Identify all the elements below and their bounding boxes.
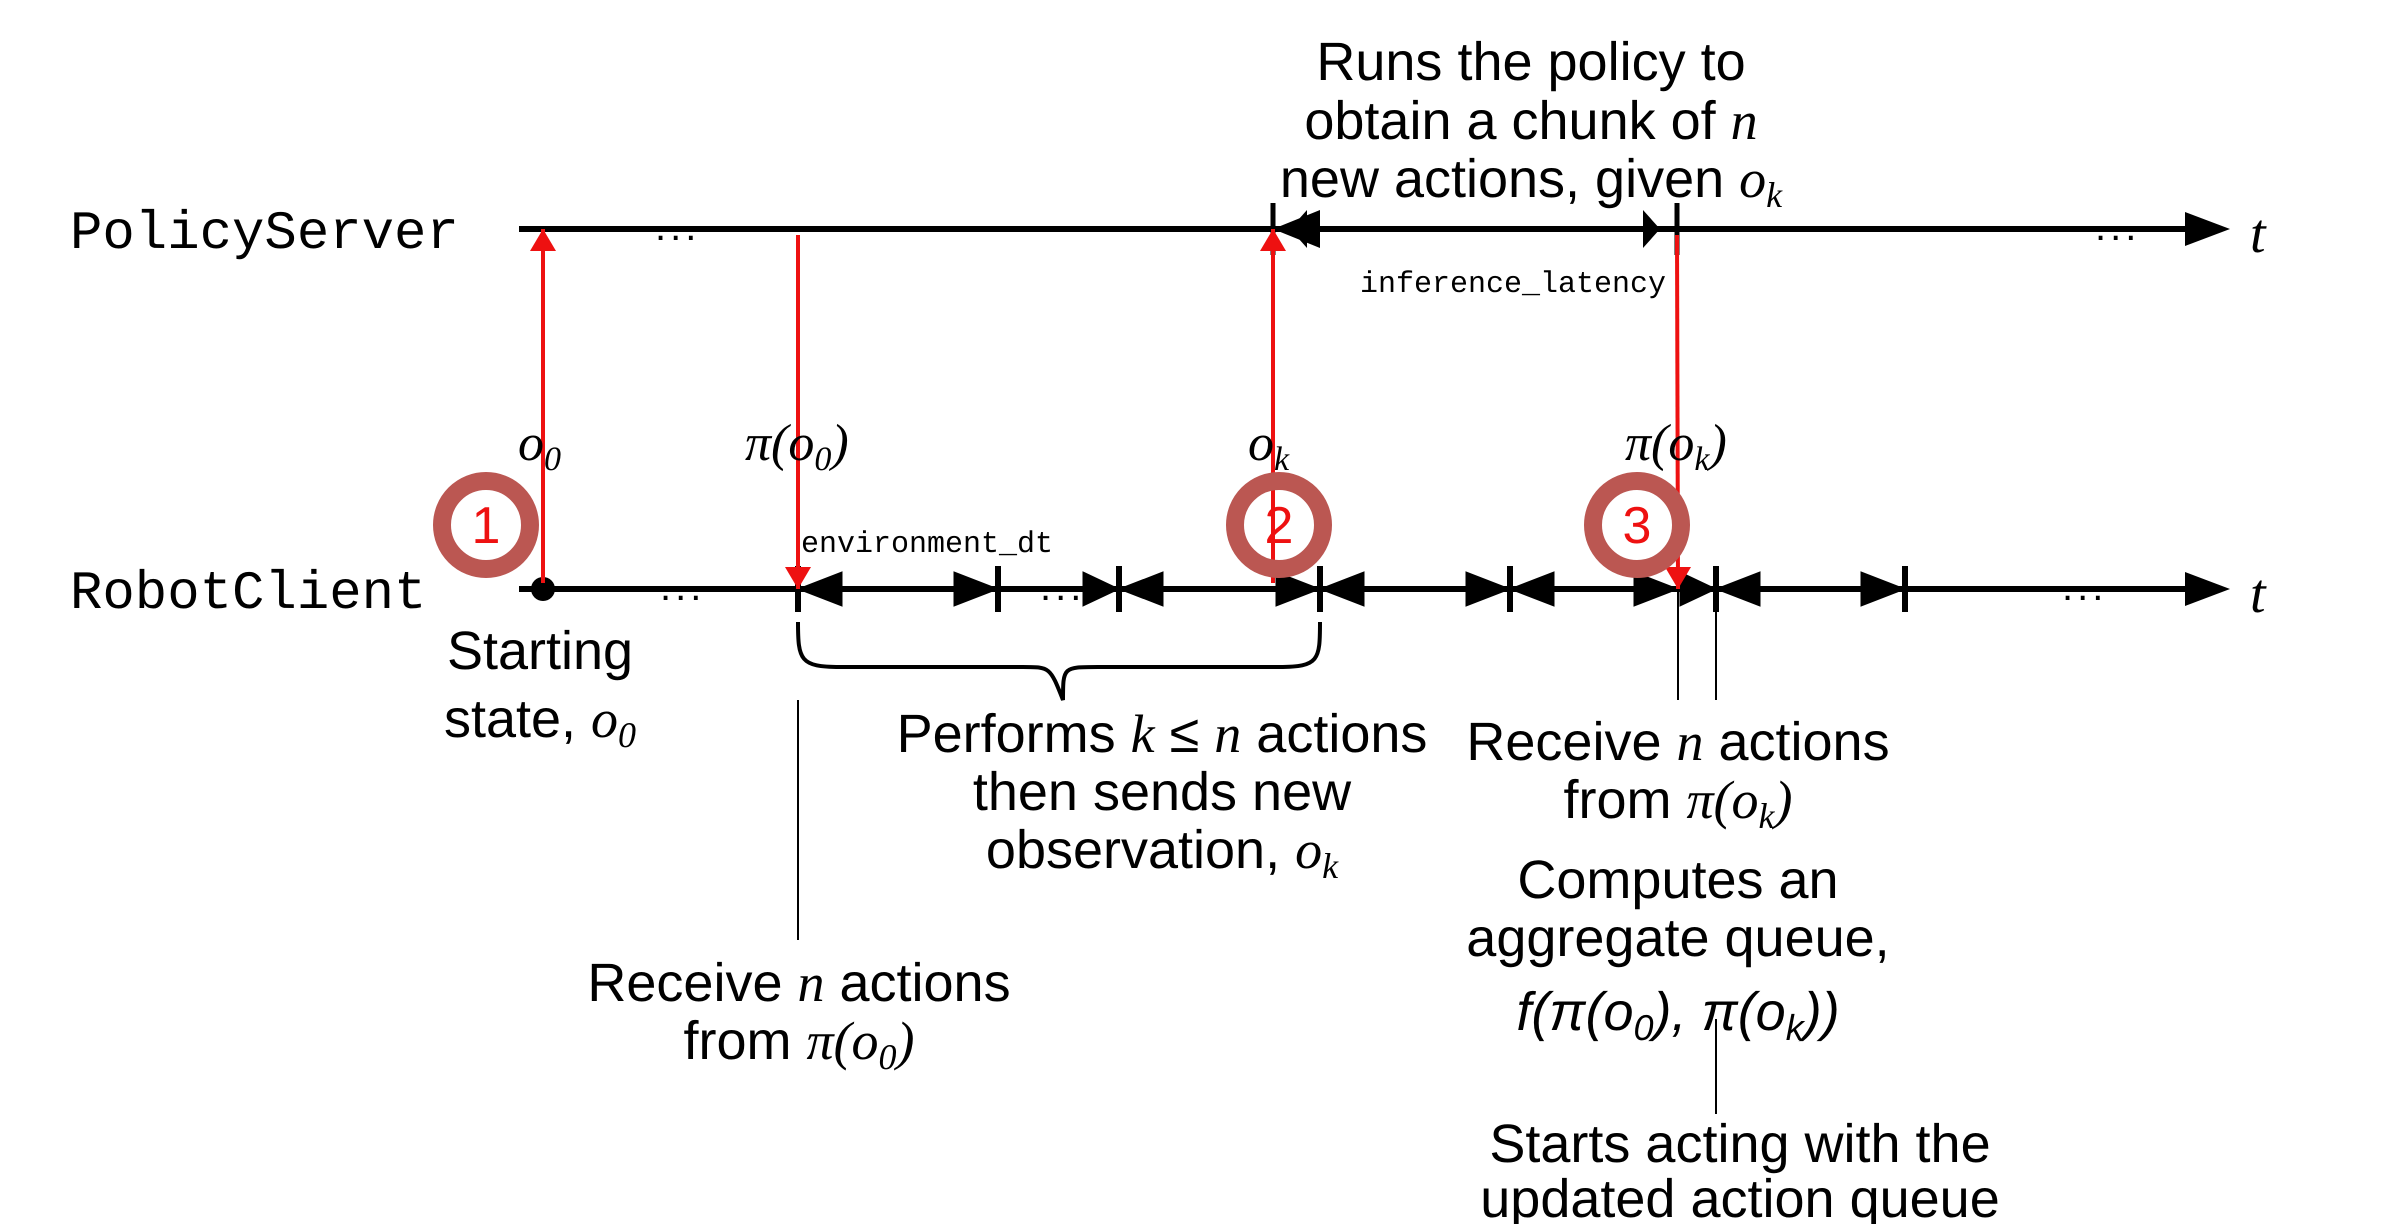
svg-text:Performs k ≤ n actions: Performs k ≤ n actions [897, 704, 1428, 764]
svg-text:Receive n actions: Receive n actions [587, 953, 1010, 1013]
svg-text:Receive n actions: Receive n actions [1466, 712, 1889, 772]
svg-text:PolicyServer: PolicyServer [70, 204, 459, 265]
svg-text:from π(ok): from π(ok) [1563, 770, 1792, 836]
svg-text:observation, ok: observation, ok [986, 820, 1339, 886]
svg-text:Starting: Starting [447, 621, 633, 681]
svg-text:π(o0): π(o0) [745, 415, 849, 478]
svg-text:...: ... [1040, 565, 1085, 609]
svg-text:aggregate queue,: aggregate queue, [1466, 908, 1889, 968]
svg-text:...: ... [2062, 565, 2107, 609]
svg-text:state, o0: state, o0 [444, 689, 636, 755]
svg-text:1: 1 [472, 497, 501, 555]
svg-text:RobotClient: RobotClient [70, 564, 426, 625]
svg-text:environment_dt: environment_dt [801, 528, 1053, 562]
svg-text:Starts acting with the: Starts acting with the [1489, 1114, 1990, 1174]
svg-text:updated action queue: updated action queue [1480, 1169, 1999, 1224]
svg-text:Computes an: Computes an [1517, 850, 1838, 910]
svg-text:π(ok): π(ok) [1625, 415, 1727, 478]
svg-text:inference_latency: inference_latency [1360, 268, 1666, 302]
svg-text:then sends new: then sends new [973, 762, 1352, 822]
svg-text:obtain a chunk of n: obtain a chunk of n [1304, 91, 1757, 151]
svg-text:...: ... [660, 565, 705, 609]
svg-text:2: 2 [1265, 497, 1294, 555]
svg-text:3: 3 [1623, 497, 1652, 555]
svg-text:Runs the policy to: Runs the policy to [1316, 32, 1745, 92]
svg-text:t: t [2250, 563, 2267, 625]
svg-text:...: ... [2095, 205, 2140, 249]
svg-text:new actions, given ok: new actions, given ok [1280, 149, 1783, 215]
svg-text:t: t [2250, 203, 2267, 265]
svg-text:...: ... [655, 205, 700, 249]
